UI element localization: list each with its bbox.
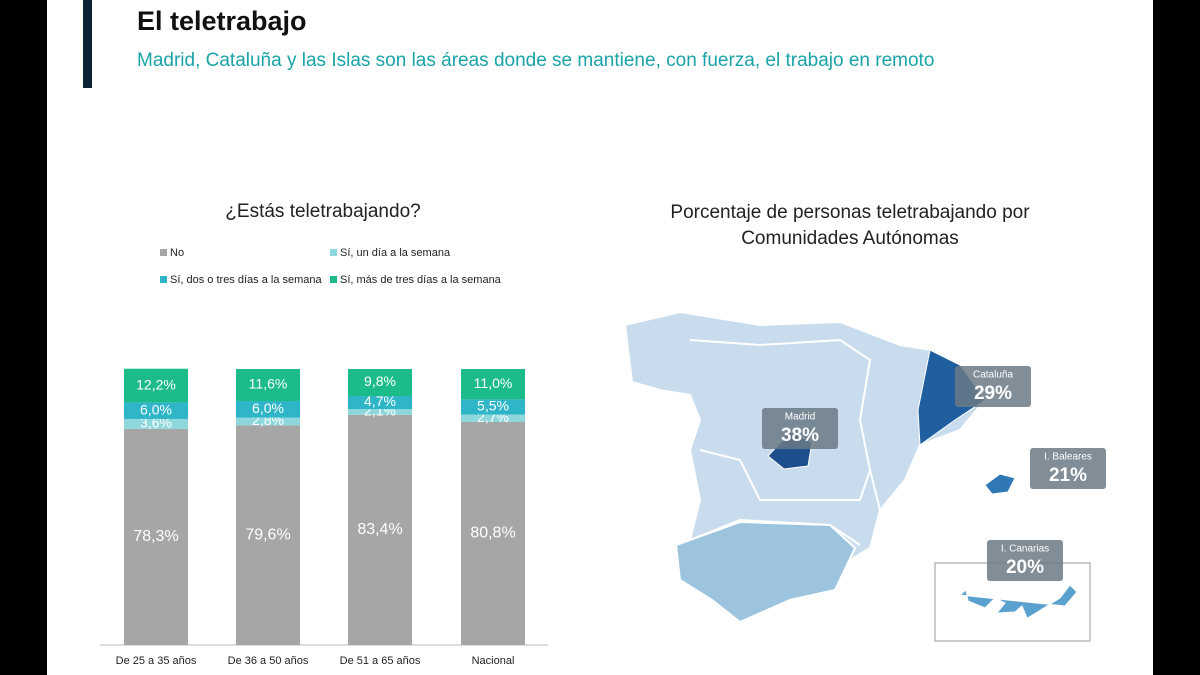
x-tick-label: Nacional [472,655,515,667]
bar-segment [124,402,188,419]
data-label: 6,0% [252,400,284,416]
legend-label: No [170,247,184,259]
label-box [987,540,1063,581]
bar-segment [124,428,188,645]
label-box [762,408,838,449]
legend-label: Sí, dos o tres días a la semana [170,274,323,286]
bar-segment [461,399,525,415]
legend-swatch [160,276,167,283]
legend-swatch [330,249,337,256]
data-label: 11,0% [474,375,513,391]
bar-segment [236,401,300,418]
bar-segment [124,368,188,403]
data-label: 80,8% [470,525,515,542]
chart-title: ¿Estás teletrabajando? [225,201,420,222]
x-tick-label: De 25 a 35 años [116,655,197,667]
data-label: 83,4% [357,521,402,538]
legend-swatch [160,249,167,256]
region-value: 38% [781,425,819,446]
bar-segment [461,369,525,400]
region-value: 21% [1049,465,1087,486]
region-name: Cataluña [973,370,1013,381]
region [958,584,1078,625]
bar-segment [348,409,412,415]
region-value: 29% [974,383,1012,404]
region-border [699,449,871,501]
accent-bar [83,0,92,88]
legend-swatch [330,276,337,283]
slide-subtitle: Madrid, Cataluña y las Islas son las áre… [137,50,934,71]
region-name: I. Canarias [1001,544,1049,555]
bar-segment [236,369,300,402]
bar-segment [236,425,300,645]
slide-title: El teletrabajo [137,6,307,36]
label-box [1030,448,1106,489]
data-label: 79,6% [245,526,290,543]
bar-segment [348,414,412,645]
region-value: 20% [1006,557,1044,578]
legend-label: Sí, más de tres días a la semana [340,274,502,286]
bar-segment [348,369,412,397]
bar-segment [124,418,188,429]
bar-segment [461,414,525,422]
legend-label: Sí, un día a la semana [340,247,451,259]
bar-segment [348,396,412,410]
data-label: 4,7% [364,393,396,409]
data-label: 6,0% [140,401,172,417]
spain-map [623,310,1091,642]
region [917,349,986,446]
region-name: I. Baleares [1044,452,1092,463]
map-title: Porcentaje de personas teletrabajando po… [670,202,1030,249]
data-label: 12,2% [136,376,176,392]
x-tick-label: De 36 a 50 años [228,655,309,667]
data-label: 5,5% [477,398,509,414]
bar-segment [461,421,525,645]
region [984,473,1016,495]
data-label: 11,6% [249,376,288,392]
x-tick-label: De 51 a 65 años [340,655,421,667]
region-name: Madrid [785,412,816,423]
data-label: 9,8% [364,373,396,389]
region [674,520,857,624]
data-label: 78,3% [133,528,178,545]
label-box [955,366,1031,407]
bar-segment [236,417,300,426]
